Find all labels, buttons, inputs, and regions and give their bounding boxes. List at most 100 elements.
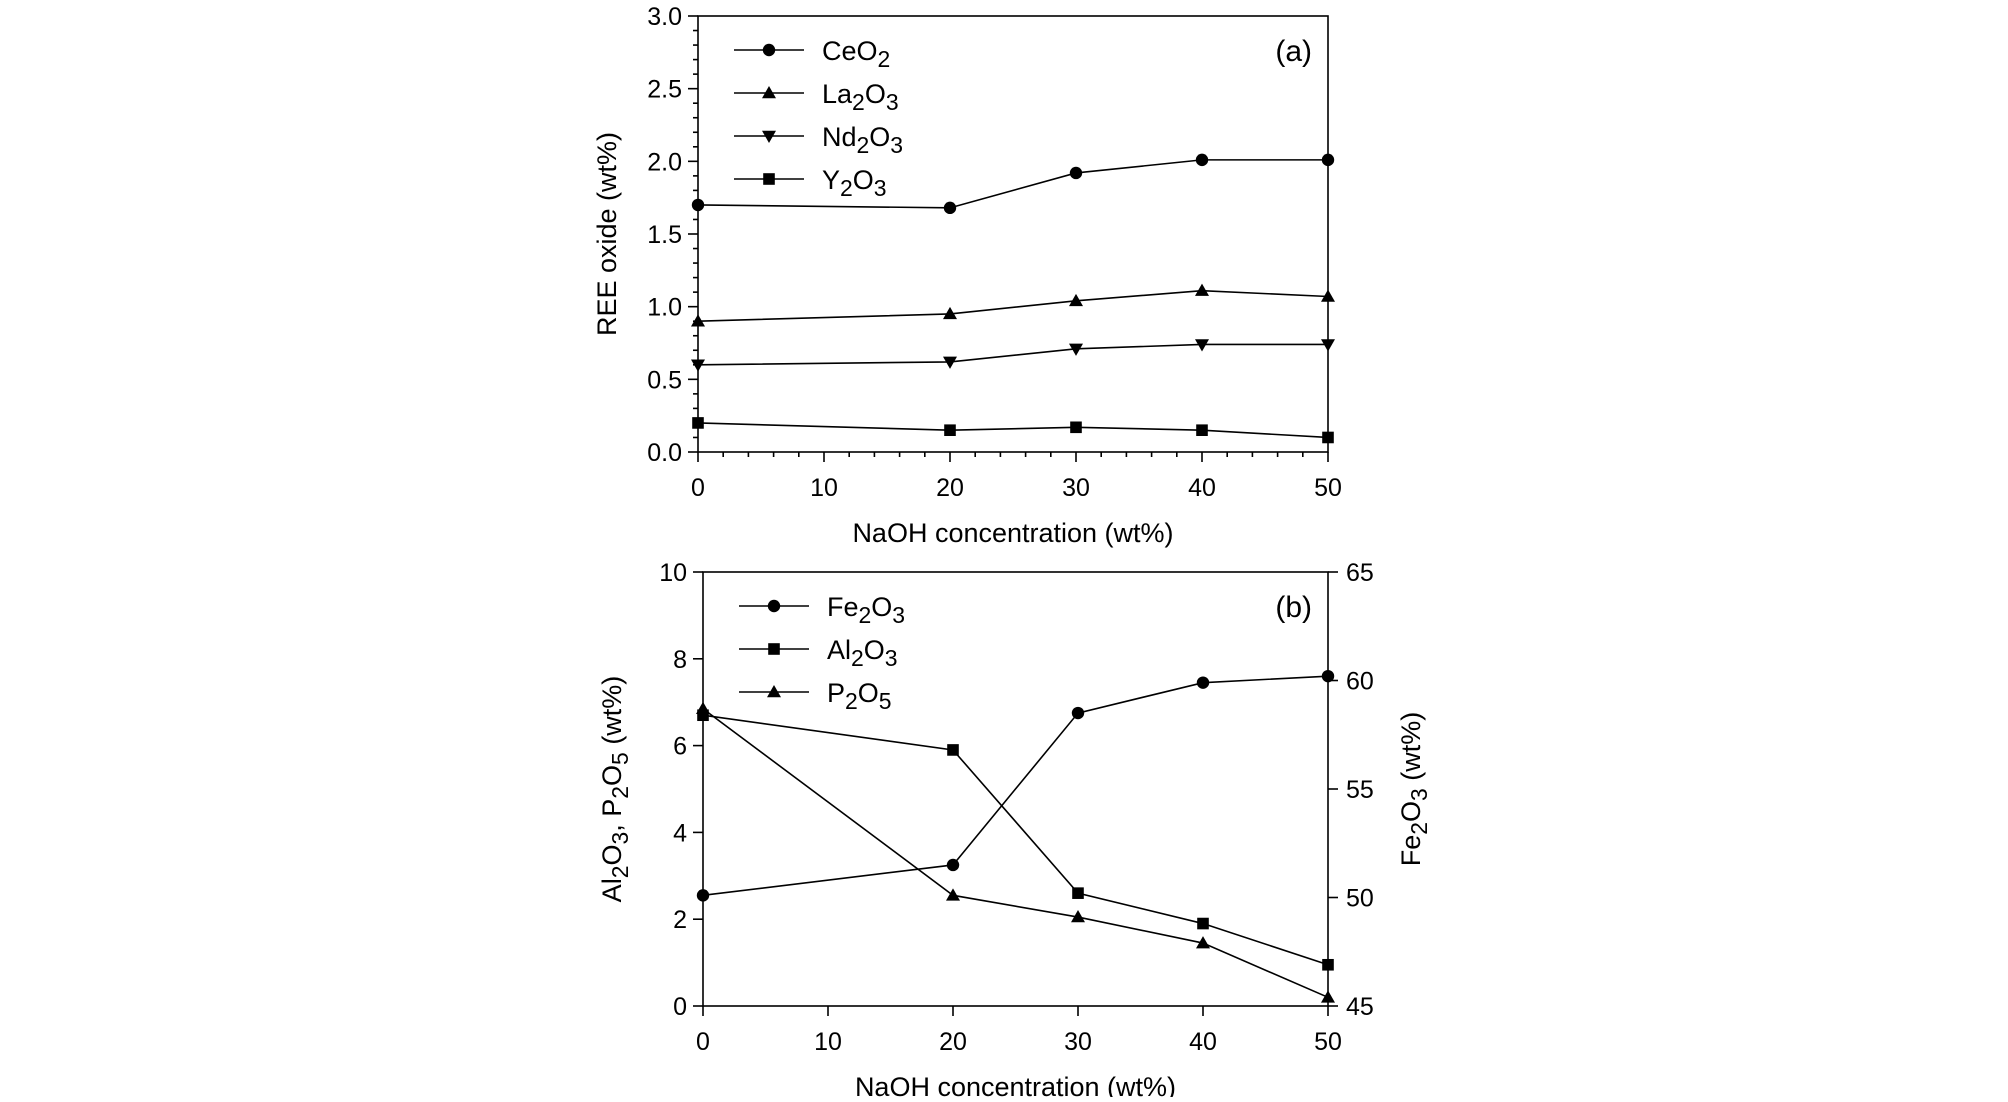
y-tick-label: 2.5 [647, 76, 682, 104]
data-point [691, 314, 705, 327]
y2-tick-label: 45 [1346, 993, 1374, 1021]
data-point [1071, 706, 1085, 720]
data-point [1069, 293, 1083, 307]
y-tick-label: 6 [673, 733, 687, 761]
series-p [696, 701, 1335, 1003]
y-tick-label: 4 [673, 819, 687, 847]
x-tick-label: 50 [1314, 474, 1342, 502]
y-tick-label: 1.5 [647, 221, 682, 249]
legend-label: La2O3 [822, 79, 899, 115]
data-point [1069, 166, 1083, 180]
legend-label: Fe2O3 [827, 592, 905, 628]
data-point [943, 201, 957, 215]
panel-label: (a) [1275, 35, 1312, 68]
series-ceo [691, 153, 1335, 215]
series-line [697, 159, 1328, 209]
y-tick-label: 0.5 [647, 366, 682, 394]
data-point [691, 359, 705, 372]
data-point [1321, 289, 1335, 302]
legend-marker [762, 130, 776, 143]
legend-marker [762, 43, 776, 57]
x-axis-title: NaOH concentration (wt%) [855, 1072, 1176, 1097]
panel-label: (b) [1275, 591, 1312, 624]
data-point [696, 701, 710, 714]
legend-marker [767, 685, 781, 698]
data-point [1196, 936, 1210, 949]
legend-marker [768, 643, 780, 655]
x-tick-label: 40 [1188, 474, 1216, 502]
data-point [946, 858, 960, 872]
y-tick-label: 2 [673, 906, 687, 934]
y-tick-label: 0.0 [647, 439, 682, 467]
x-tick-label: 50 [1314, 1028, 1342, 1056]
x-tick-label: 10 [810, 474, 838, 502]
data-point [1071, 910, 1085, 923]
y-tick-label: 8 [673, 646, 687, 674]
data-point [691, 198, 705, 212]
legend-label: Al2O3 [827, 635, 898, 671]
data-point [1321, 153, 1335, 167]
legend-label: Nd2O3 [822, 122, 903, 158]
legend-marker [767, 599, 781, 613]
y2-tick-label: 60 [1346, 668, 1374, 696]
data-point [1196, 424, 1208, 436]
legend-marker [763, 173, 775, 185]
series-line [702, 714, 1329, 966]
series-fe [696, 669, 1335, 902]
legend-marker [762, 86, 776, 99]
data-point [1197, 917, 1209, 930]
y2-tick-label: 50 [1346, 885, 1374, 913]
data-point [692, 417, 704, 429]
data-point [947, 744, 959, 756]
chart-panel-a: 0 10 20 30 40 50 0.0 0.5 1.0 1.5 2.0 2.5 3.0 NaOH con… [592, 3, 1342, 548]
data-point [1195, 153, 1209, 167]
x-tick-label: 0 [696, 1028, 710, 1056]
legend: CeO2 La2O3 Nd2O3 Y2O3 [734, 36, 903, 201]
series-al [697, 709, 1334, 971]
legend: Fe2O3 Al2O3 P2O5 [739, 592, 905, 714]
data-point [1322, 958, 1334, 971]
data-point [943, 306, 957, 320]
series-la [691, 283, 1335, 327]
data-point [696, 889, 710, 902]
y-axis-title: Al2O3, P2O5 (wt%) [597, 676, 633, 903]
y-tick-label: 10 [659, 559, 687, 587]
series-line [697, 422, 1329, 439]
data-point [1322, 431, 1334, 444]
data-point [697, 709, 709, 722]
plot-frame [697, 15, 1329, 453]
legend-label: CeO2 [822, 36, 890, 72]
x-tick-label: 30 [1064, 1028, 1092, 1056]
data-point [943, 356, 957, 369]
series-line [697, 343, 1328, 366]
legend-label: P2O5 [827, 678, 892, 714]
y2-axis-title: Fe2O3 (wt%) [1396, 712, 1432, 867]
series-line [702, 708, 1329, 999]
series-line [697, 289, 1329, 322]
data-point [1321, 339, 1335, 352]
y-axis-title: REE oxide (wt%) [592, 132, 622, 336]
x-axis-title: NaOH concentration (wt%) [852, 518, 1173, 548]
y-tick-label: 2.0 [647, 148, 682, 176]
x-tick-label: 10 [814, 1028, 842, 1056]
data-point [1069, 343, 1083, 356]
x-tick-label: 30 [1062, 474, 1090, 502]
data-point [1072, 887, 1084, 899]
y-tick-label: 0 [673, 993, 687, 1021]
y-tick-label: 3.0 [647, 3, 682, 31]
data-point [944, 424, 956, 436]
x-tick-label: 40 [1189, 1028, 1217, 1056]
y-tick-label: 1.0 [647, 294, 682, 322]
data-point [1196, 676, 1210, 689]
data-point [1321, 669, 1335, 683]
data-point [1070, 421, 1082, 434]
legend-label: Y2O3 [822, 165, 887, 201]
x-tick-label: 20 [936, 474, 964, 502]
data-point [1321, 990, 1335, 1003]
x-tick-label: 20 [939, 1028, 967, 1056]
series-line [702, 675, 1329, 897]
x-tick-label: 0 [691, 474, 705, 502]
series-nd [691, 339, 1335, 372]
